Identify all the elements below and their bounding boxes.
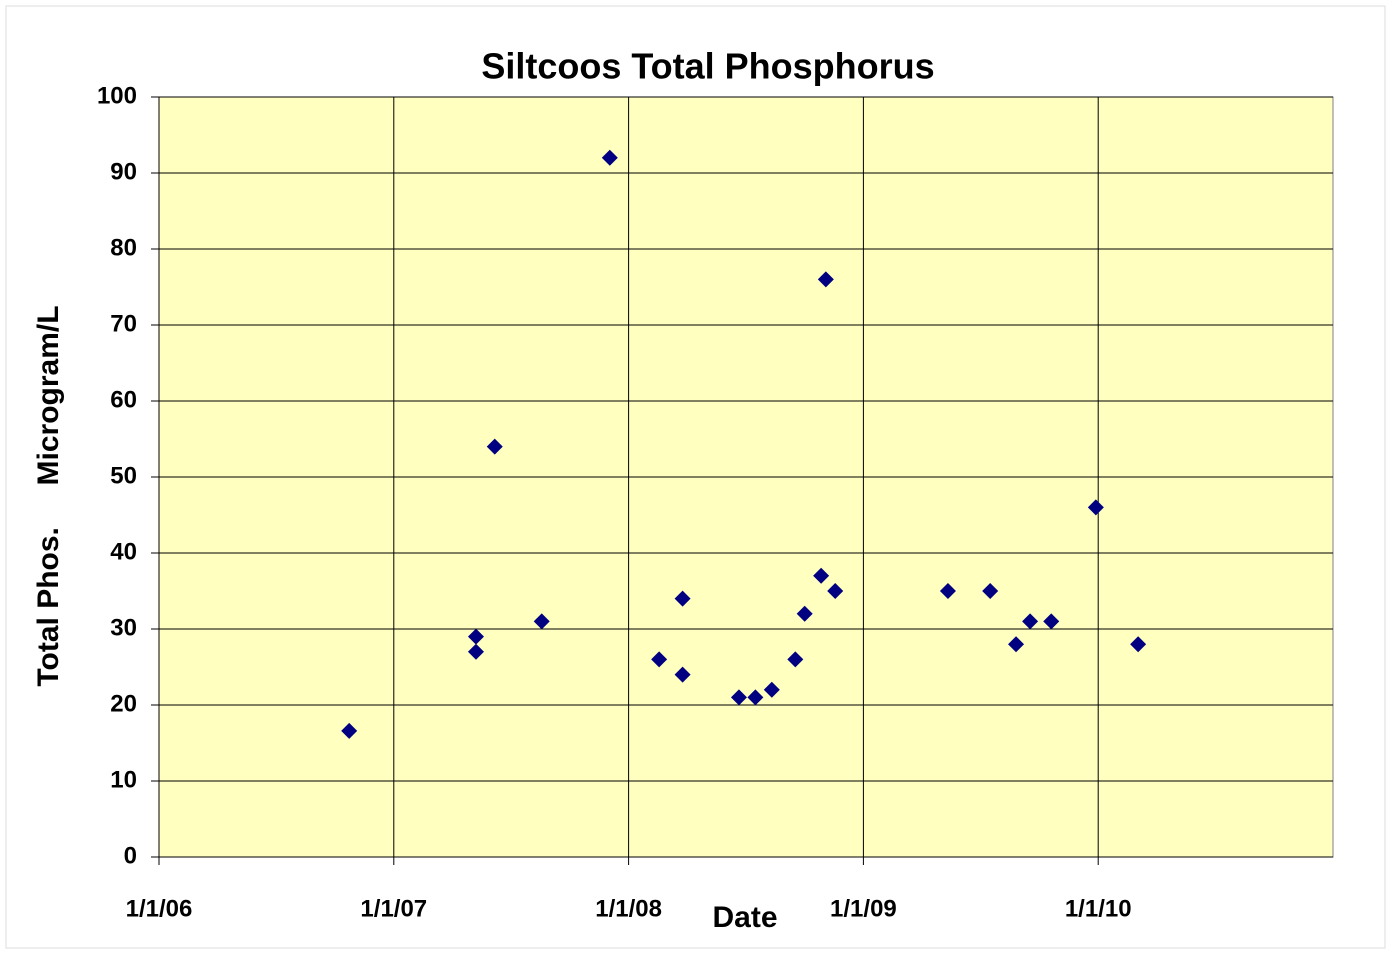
point bbox=[796, 605, 813, 622]
point bbox=[763, 681, 780, 698]
y-tick-label: 100 bbox=[97, 82, 137, 109]
point bbox=[1043, 613, 1060, 630]
x-tick-label: 1/1/09 bbox=[830, 895, 897, 922]
x-axis-label: Date bbox=[712, 901, 777, 934]
x-tick-label: 1/1/07 bbox=[360, 895, 427, 922]
point bbox=[674, 666, 691, 683]
y-tick-label: 20 bbox=[110, 690, 137, 717]
y-tick-label: 60 bbox=[110, 386, 137, 413]
point bbox=[467, 643, 484, 660]
chart-title: Siltcoos Total Phosphorus bbox=[481, 46, 934, 87]
point bbox=[651, 651, 668, 668]
y-tick-label: 30 bbox=[110, 614, 137, 641]
point bbox=[1130, 636, 1147, 653]
point bbox=[467, 628, 484, 645]
y-tick-label: 40 bbox=[110, 538, 137, 565]
point bbox=[939, 583, 956, 599]
point bbox=[1087, 499, 1104, 516]
y-axis-label: Total Phos. Microgram/L bbox=[32, 305, 65, 686]
x-tick-label: 1/1/08 bbox=[595, 895, 662, 922]
point bbox=[601, 149, 618, 166]
point bbox=[533, 613, 550, 630]
point bbox=[787, 651, 804, 668]
point bbox=[730, 689, 747, 706]
x-tick-label: 1/1/10 bbox=[1065, 895, 1132, 922]
point bbox=[982, 583, 999, 599]
y-tick-label: 90 bbox=[110, 158, 137, 185]
y-tick-label: 0 bbox=[124, 842, 137, 869]
y-tick-label: 10 bbox=[110, 766, 137, 793]
point bbox=[813, 567, 830, 584]
y-tick-label: 70 bbox=[110, 310, 137, 337]
point bbox=[1008, 636, 1025, 653]
x-tick-label: 1/1/06 bbox=[126, 895, 193, 922]
point bbox=[817, 271, 834, 288]
point bbox=[1022, 613, 1039, 630]
y-tick-label: 50 bbox=[110, 462, 137, 489]
point bbox=[674, 590, 691, 607]
point bbox=[747, 689, 764, 706]
point bbox=[827, 583, 844, 599]
point bbox=[486, 438, 503, 455]
point bbox=[341, 722, 358, 739]
y-tick-label: 80 bbox=[110, 234, 137, 261]
